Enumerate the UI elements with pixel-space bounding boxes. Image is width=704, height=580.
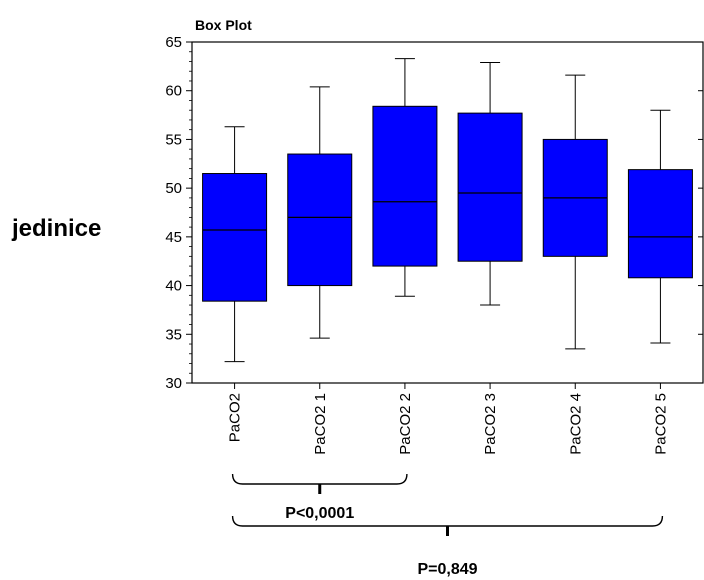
- tick-group: 30 35 40 45 50 55 60 65 PaCO2 PaCO2 1 PaCO2 2 PaCO2…: [165, 34, 703, 455]
- box-3: [372, 58, 438, 297]
- y-tick-label: 60: [165, 83, 182, 100]
- y-tick-label: 40: [165, 278, 182, 295]
- x-tick-label: PaCO2 5: [652, 393, 669, 455]
- y-tick-label: 65: [165, 34, 182, 51]
- iqr-box: [287, 153, 353, 287]
- box-2: [287, 86, 353, 339]
- iqr-box: [627, 169, 693, 279]
- x-tick-label: PaCO2 4: [567, 393, 584, 455]
- box-5: [542, 74, 608, 350]
- annotation-1-label: P<0,0001: [285, 505, 354, 522]
- x-tick-label: PaCO2: [227, 393, 244, 442]
- chart-title: Box Plot: [195, 17, 252, 33]
- box-4: [457, 61, 523, 306]
- box-1: [202, 126, 268, 363]
- x-tick-label: PaCO2 1: [312, 393, 329, 455]
- y-axis-label: jedinice: [11, 215, 101, 242]
- plot-frame: [191, 41, 704, 384]
- plot-area: [191, 41, 704, 384]
- annotation-1-bracket: [231, 473, 408, 485]
- y-tick-label: 50: [165, 180, 182, 197]
- x-tick-label: PaCO2 3: [482, 393, 499, 455]
- y-tick-label: 45: [165, 229, 182, 246]
- y-tick-label: 30: [165, 375, 182, 392]
- x-tick-label: PaCO2 2: [397, 393, 414, 455]
- annotation-2-label: P=0,849: [417, 561, 477, 578]
- iqr-box: [457, 112, 523, 262]
- y-tick-label: 35: [165, 326, 182, 343]
- iqr-box: [372, 105, 438, 267]
- boxes-group: [202, 58, 693, 363]
- box-6: [627, 109, 693, 344]
- annotation-brackets: P<0,0001 P=0,849: [231, 473, 664, 578]
- y-tick-label: 55: [165, 131, 182, 148]
- iqr-box: [202, 173, 268, 302]
